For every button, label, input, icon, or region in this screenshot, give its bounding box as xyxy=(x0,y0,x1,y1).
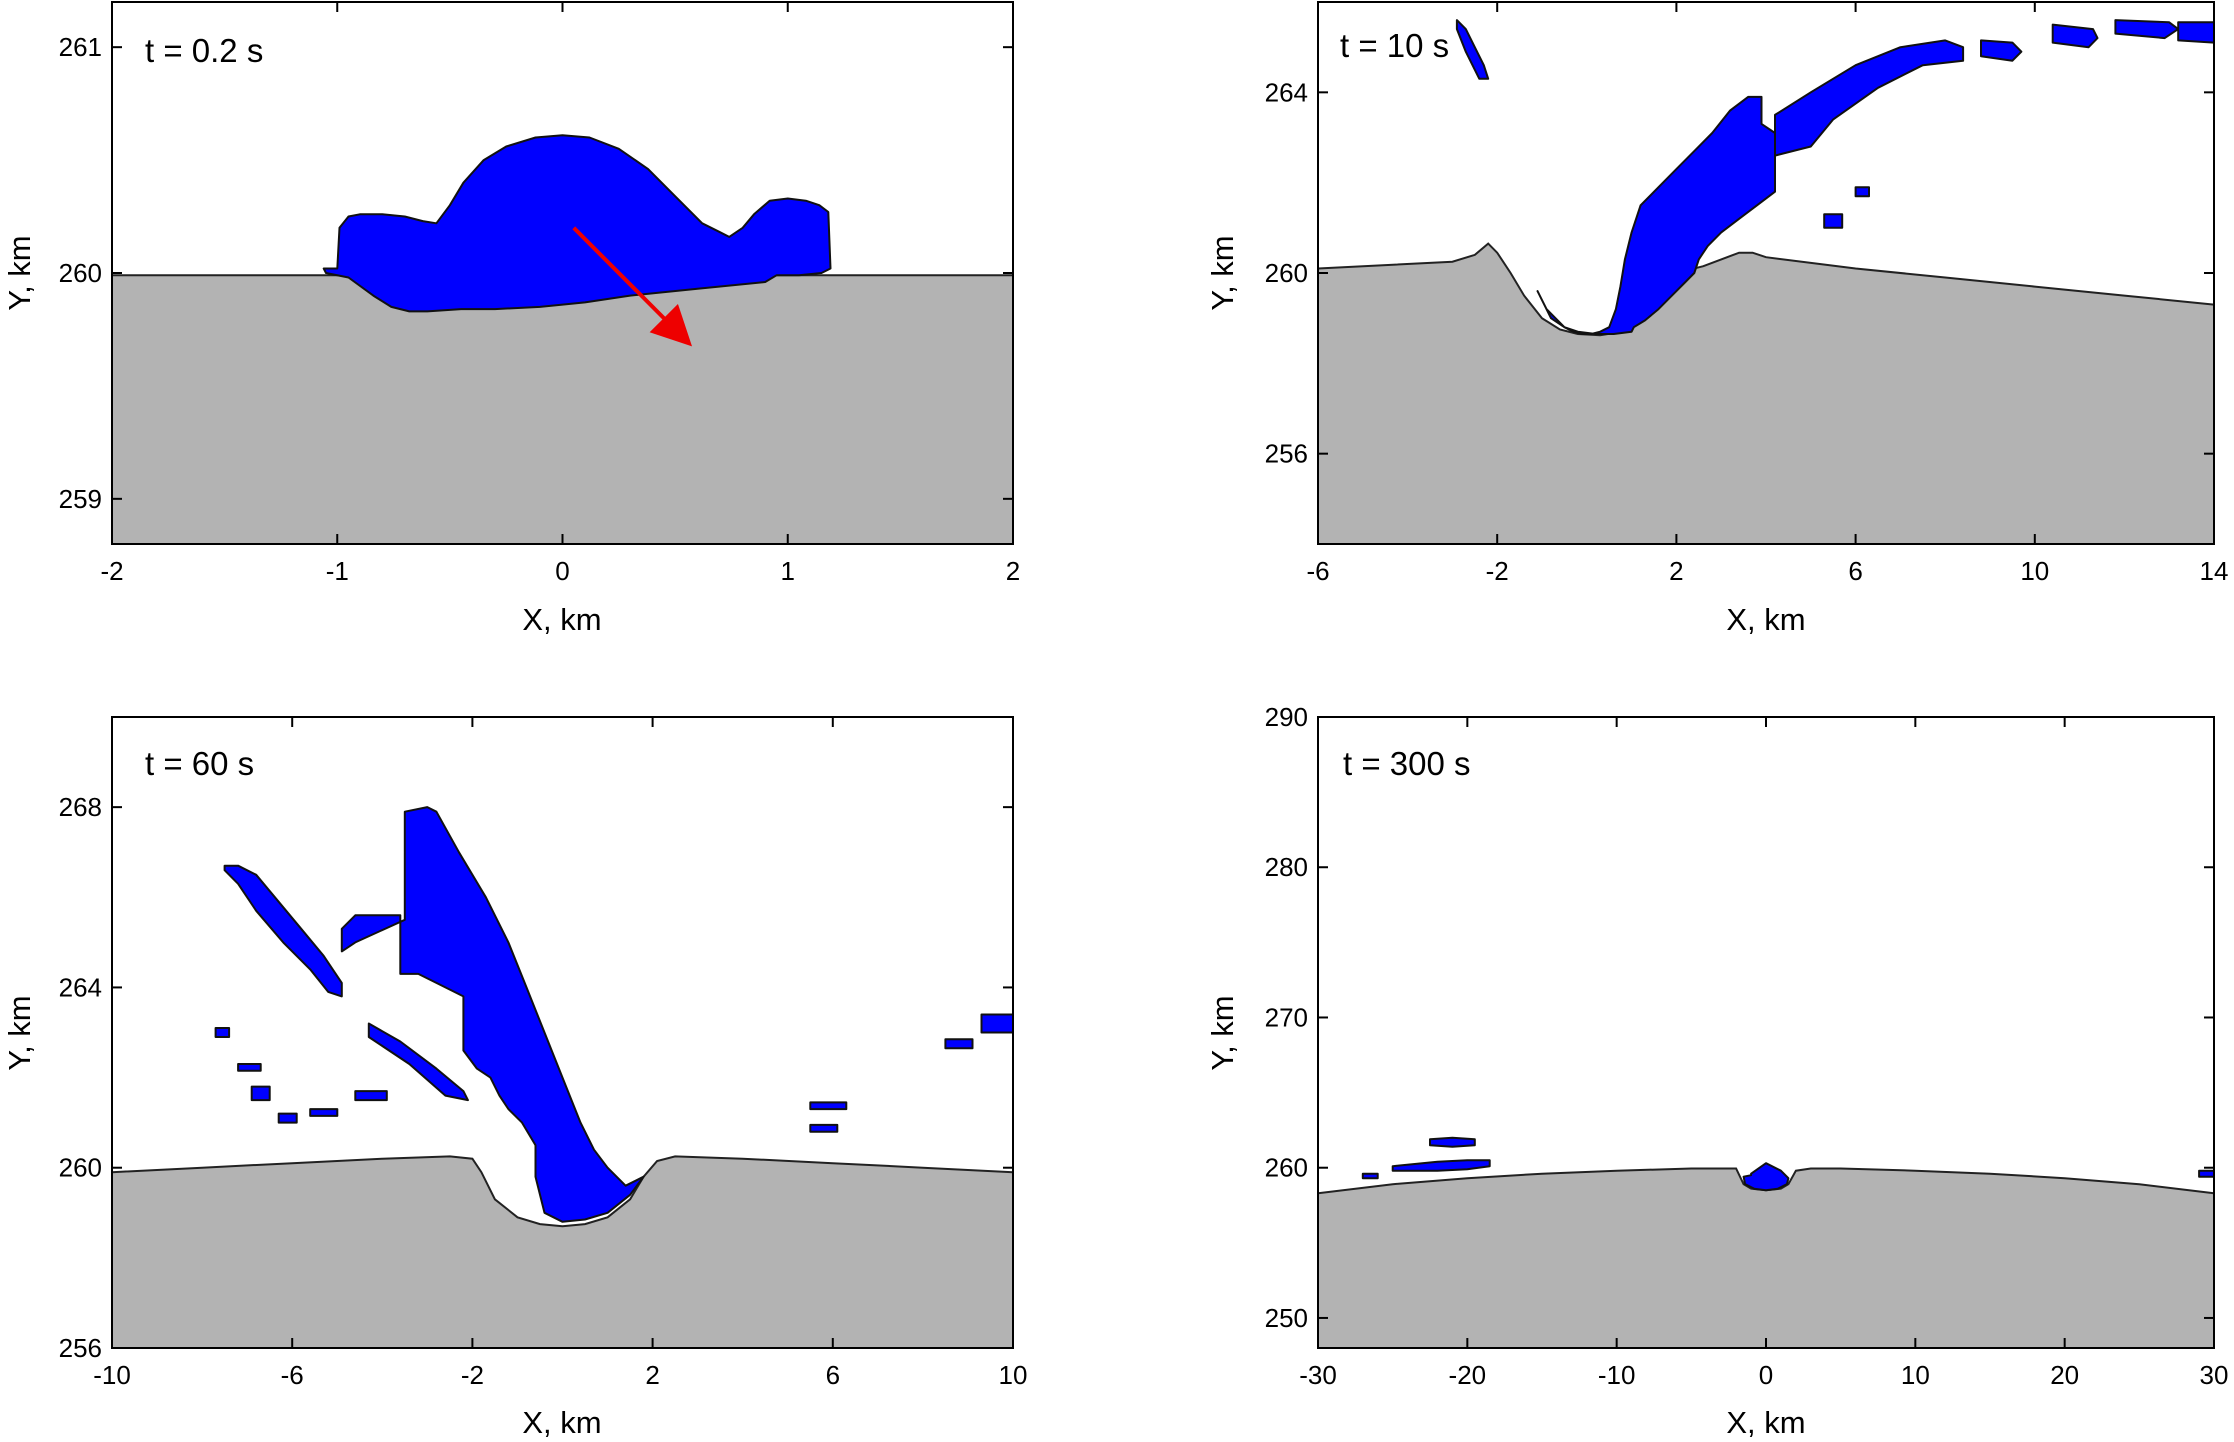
panel-t-10: -6 -2 2 6 10 14 256 260 264 t = 10 s X, km Y, km xyxy=(1205,1,2229,637)
surface-area xyxy=(112,1156,1013,1348)
x-tick-label: 2 xyxy=(1669,556,1683,586)
ejecta-region xyxy=(340,806,645,1223)
y-tick-label: 264 xyxy=(59,972,102,1002)
x-tick-label: -6 xyxy=(1306,556,1329,586)
panel-t-300: -30 -20 -10 0 10 20 30 250 260 270 280 290 t = 300 … xyxy=(1205,702,2228,1440)
x-axis-label: X, km xyxy=(1726,1405,1805,1440)
ejecta-region xyxy=(1455,19,1490,80)
ejecta-region xyxy=(809,1101,848,1111)
x-tick-label: 0 xyxy=(555,556,569,586)
y-axis-label: Y, km xyxy=(2,995,37,1070)
surface-contour xyxy=(112,1155,1013,1228)
panel-t-0-2: -2 -1 0 1 2 259 260 261 t = 0.2 s X, km Y, km xyxy=(2,1,1020,637)
surface-area xyxy=(1318,243,2214,544)
panel-title: t = 0.2 s xyxy=(145,32,263,69)
y-tick-label: 264 xyxy=(1265,77,1308,107)
ejecta-region xyxy=(214,1027,231,1038)
y-tick-label: 259 xyxy=(59,484,102,514)
plot-area xyxy=(1318,19,2214,544)
x-tick-label: 2 xyxy=(1006,556,1020,586)
ejecta-region xyxy=(1429,1136,1476,1148)
y-tick-label: 250 xyxy=(1265,1303,1308,1333)
ejecta-region xyxy=(2114,19,2180,40)
x-axis-label: X, km xyxy=(522,1405,601,1440)
y-tick-label: 256 xyxy=(59,1333,102,1363)
ejecta-region xyxy=(1774,39,1965,157)
ejecta-region xyxy=(1361,1172,1379,1180)
x-tick-label: 10 xyxy=(999,1360,1028,1390)
panel-title: t = 300 s xyxy=(1343,745,1471,782)
axes: -2 -1 0 1 2 259 260 261 xyxy=(59,2,1020,586)
y-tick-label: 260 xyxy=(59,258,102,288)
ejecta-region xyxy=(309,1108,339,1117)
y-tick-label: 290 xyxy=(1265,702,1308,732)
y-tick-label: 261 xyxy=(59,32,102,62)
y-tick-label: 256 xyxy=(1265,439,1308,469)
x-tick-label: 1 xyxy=(781,556,795,586)
ejecta-region xyxy=(250,1085,271,1102)
y-tick-label: 268 xyxy=(59,792,102,822)
x-tick-label: -10 xyxy=(1598,1360,1636,1390)
x-tick-label: 6 xyxy=(826,1360,840,1390)
impact-direction-arrow xyxy=(572,226,693,347)
ejecta-region xyxy=(277,1112,298,1124)
ejecta-region xyxy=(223,864,343,998)
ejecta-region xyxy=(1980,39,2023,62)
x-tick-label: 20 xyxy=(2050,1360,2079,1390)
x-tick-label: 2 xyxy=(645,1360,659,1390)
x-tick-label: -20 xyxy=(1449,1360,1487,1390)
panel-t-60: -10 -6 -2 2 6 10 256 260 264 268 t = 60 s X, km Y… xyxy=(2,716,1028,1440)
surface-area xyxy=(1318,1168,2214,1348)
x-tick-label: 10 xyxy=(1901,1360,1930,1390)
surface-area xyxy=(112,275,1013,544)
x-tick-label: 30 xyxy=(2200,1360,2229,1390)
ejecta-region xyxy=(1391,1159,1491,1172)
x-tick-label: -6 xyxy=(281,1360,304,1390)
ejecta-region xyxy=(237,1063,262,1072)
plot-frame xyxy=(111,716,1014,1349)
x-tick-label: -1 xyxy=(326,556,349,586)
x-tick-label: -2 xyxy=(1486,556,1509,586)
plot-area xyxy=(112,134,1013,544)
axes: -10 -6 -2 2 6 10 256 260 264 268 xyxy=(59,717,1028,1390)
y-tick-label: 260 xyxy=(1265,258,1308,288)
ejecta-region xyxy=(944,1038,974,1050)
x-tick-label: -2 xyxy=(100,556,123,586)
panel-title: t = 60 s xyxy=(145,745,254,782)
y-axis-label: Y, km xyxy=(1205,235,1240,310)
y-tick-label: 260 xyxy=(1265,1153,1308,1183)
y-tick-label: 270 xyxy=(1265,1002,1308,1032)
ejecta-region xyxy=(980,1013,1013,1034)
ejecta-region xyxy=(1854,186,1870,198)
x-tick-label: -10 xyxy=(93,1360,131,1390)
panel-title: t = 10 s xyxy=(1340,27,1449,64)
x-tick-label: -2 xyxy=(461,1360,484,1390)
plot-area xyxy=(1318,1136,2214,1348)
y-axis-label: Y, km xyxy=(2,235,37,310)
ejecta-region xyxy=(322,134,832,313)
plot-area xyxy=(112,806,1013,1348)
axes: -6 -2 2 6 10 14 256 260 264 xyxy=(1265,2,2229,586)
ejecta-region xyxy=(2198,1169,2214,1178)
y-tick-label: 260 xyxy=(59,1153,102,1183)
ejecta-region xyxy=(367,1022,469,1102)
x-tick-label: 6 xyxy=(1848,556,1862,586)
axes: -30 -20 -10 0 10 20 30 250 260 270 280 290 xyxy=(1265,702,2229,1390)
x-axis-label: X, km xyxy=(1726,602,1805,637)
ejecta-region xyxy=(2051,23,2099,49)
ejecta-region xyxy=(1536,95,1776,335)
ejecta-region xyxy=(809,1123,839,1133)
x-tick-label: -30 xyxy=(1299,1360,1337,1390)
x-tick-label: 14 xyxy=(2200,556,2229,586)
x-axis-label: X, km xyxy=(522,602,601,637)
x-tick-label: 10 xyxy=(2020,556,2049,586)
y-tick-label: 280 xyxy=(1265,852,1308,882)
ejecta-region xyxy=(1742,1162,1790,1192)
ejecta-region xyxy=(2177,21,2214,44)
y-axis-label: Y, km xyxy=(1205,995,1240,1070)
ejecta-region xyxy=(354,1090,388,1102)
ejecta-region xyxy=(1823,213,1844,229)
x-tick-label: 0 xyxy=(1759,1360,1773,1390)
